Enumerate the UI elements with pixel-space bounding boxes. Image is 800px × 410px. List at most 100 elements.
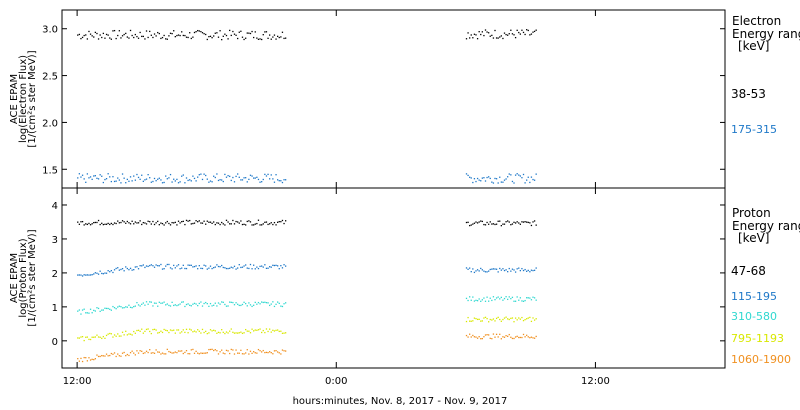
data-point xyxy=(524,182,526,184)
data-point xyxy=(145,30,148,32)
data-point xyxy=(120,355,122,357)
data-point xyxy=(476,222,479,224)
data-point xyxy=(283,350,285,352)
data-point xyxy=(110,180,112,183)
data-point xyxy=(126,178,128,181)
data-point xyxy=(214,349,216,351)
data-point xyxy=(131,334,133,336)
data-point xyxy=(168,35,170,37)
data-point xyxy=(217,331,220,334)
data-point xyxy=(261,181,263,183)
data-point xyxy=(213,35,215,37)
data-point xyxy=(510,29,512,31)
data-point xyxy=(81,309,84,311)
data-point xyxy=(150,181,152,183)
data-point xyxy=(249,350,252,352)
data-point xyxy=(153,352,156,354)
data-point xyxy=(259,303,261,305)
data-point xyxy=(117,353,119,355)
data-point xyxy=(181,350,183,352)
data-point xyxy=(107,355,109,357)
data-point xyxy=(97,355,100,358)
data-point xyxy=(214,266,216,268)
data-point xyxy=(259,350,261,352)
data-point xyxy=(522,319,525,322)
data-point xyxy=(206,332,208,335)
data-point xyxy=(214,302,216,304)
data-point xyxy=(129,333,132,335)
data-point xyxy=(102,181,105,184)
data-point xyxy=(216,32,218,34)
data-point xyxy=(519,336,521,339)
data-point xyxy=(261,301,263,303)
data-point xyxy=(134,33,136,36)
data-point xyxy=(158,177,160,179)
data-point xyxy=(110,309,112,311)
data-point xyxy=(259,224,261,226)
data-point xyxy=(488,321,490,323)
data-point xyxy=(184,182,186,184)
data-point xyxy=(169,351,172,353)
data-point xyxy=(192,222,194,225)
data-point xyxy=(513,300,515,302)
data-point xyxy=(179,332,181,334)
data-point xyxy=(179,181,181,183)
data-point xyxy=(136,350,138,352)
data-point xyxy=(83,339,85,342)
data-point xyxy=(101,36,103,39)
data-point xyxy=(77,221,79,223)
data-point xyxy=(527,29,529,32)
data-point xyxy=(153,33,156,35)
data-point xyxy=(192,266,194,268)
data-point xyxy=(105,353,108,355)
data-point xyxy=(105,307,108,310)
data-point xyxy=(256,329,258,331)
data-point xyxy=(121,220,124,222)
data-point xyxy=(123,306,125,309)
data-point xyxy=(131,220,133,222)
data-point xyxy=(524,336,526,338)
data-point xyxy=(277,265,279,267)
data-point xyxy=(278,36,280,39)
data-point xyxy=(221,38,223,41)
data-point xyxy=(101,309,103,311)
data-point xyxy=(505,33,507,36)
data-point xyxy=(168,222,170,225)
data-point xyxy=(145,178,148,180)
data-point xyxy=(283,222,285,225)
data-point xyxy=(200,332,202,334)
data-point xyxy=(192,331,194,333)
data-point xyxy=(481,337,483,340)
data-point xyxy=(195,180,197,182)
data-point xyxy=(469,37,471,39)
data-point xyxy=(470,299,472,301)
data-point xyxy=(497,182,499,184)
data-point xyxy=(499,318,501,321)
data-point xyxy=(467,32,469,34)
data-point xyxy=(272,264,274,266)
data-point xyxy=(526,221,528,223)
data-point xyxy=(117,333,119,335)
data-point xyxy=(110,333,112,335)
data-point xyxy=(209,329,212,331)
data-point xyxy=(109,332,111,335)
data-point xyxy=(518,31,520,34)
data-point xyxy=(264,31,266,33)
data-point xyxy=(118,179,120,181)
data-point xyxy=(227,38,229,40)
data-point xyxy=(285,265,287,267)
data-point xyxy=(478,298,480,300)
data-point xyxy=(243,353,245,355)
data-point xyxy=(126,353,128,356)
data-point xyxy=(185,349,188,352)
data-point xyxy=(535,267,537,269)
data-point xyxy=(142,35,144,38)
data-point xyxy=(227,350,229,352)
y-axis-title-line: ACE EPAM xyxy=(9,253,20,303)
data-point xyxy=(232,267,234,269)
data-point xyxy=(115,335,117,337)
data-point xyxy=(222,301,224,303)
data-point xyxy=(206,220,208,222)
data-point xyxy=(516,268,518,270)
data-point xyxy=(267,173,269,176)
